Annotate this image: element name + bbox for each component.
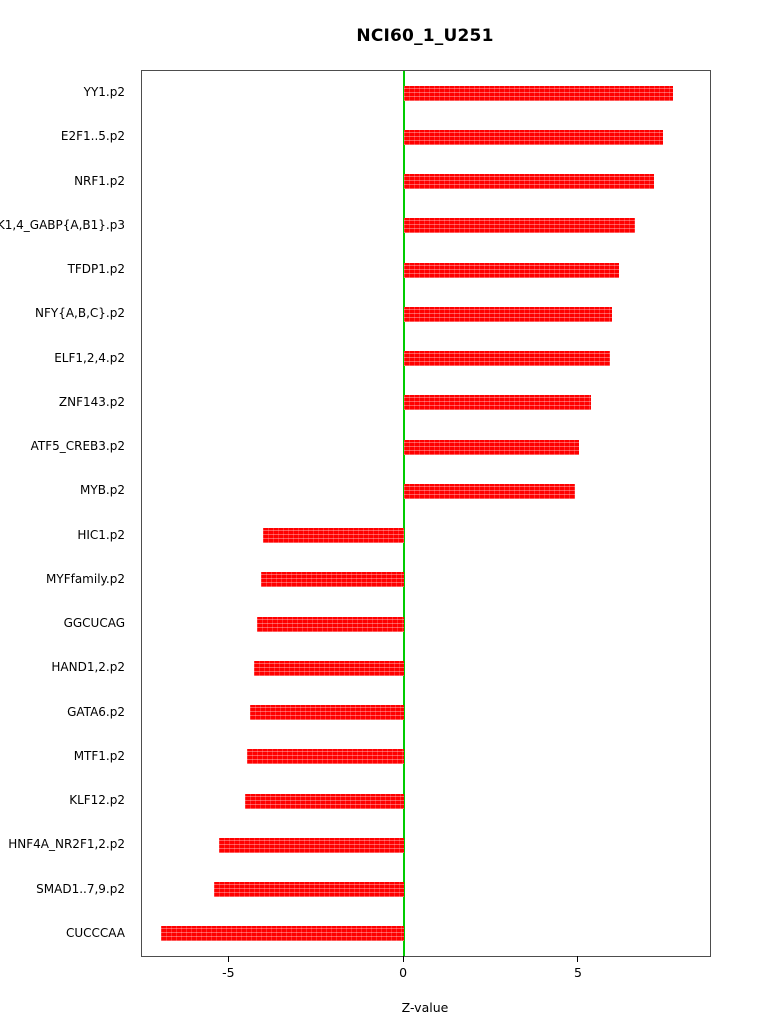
category-label: ZNF143.p2 — [58, 394, 125, 409]
bar — [404, 262, 620, 278]
category-label: HAND1,2.p2 — [51, 660, 125, 675]
bar — [404, 439, 579, 455]
bar — [404, 483, 576, 499]
category-label: KLF12.p2 — [69, 793, 125, 808]
x-tick — [227, 956, 229, 962]
category-label: HNF4A_NR2F1,2.p2 — [8, 837, 125, 852]
y-axis-labels: YY1.p2 E2F1..5.p2 NRF1.p2 ELK1,4_GABP{A,B1}… — [0, 70, 133, 955]
category-label: GATA6.p2 — [67, 704, 125, 719]
category-label: CUCCCAA — [65, 925, 125, 940]
category-label: E2F1..5.p2 — [60, 129, 125, 144]
category-label: TFDP1.p2 — [67, 262, 125, 277]
bar — [404, 218, 635, 234]
bar — [213, 882, 405, 898]
bar — [245, 793, 405, 809]
zero-line — [403, 71, 406, 956]
category-label: SMAD1..7,9.p2 — [36, 881, 125, 896]
category-label: MYFfamily.p2 — [46, 571, 125, 586]
bar — [161, 926, 405, 942]
category-label: YY1.p2 — [83, 85, 125, 100]
bar — [404, 351, 611, 367]
category-label: NRF1.p2 — [74, 173, 125, 188]
plot-area — [141, 70, 711, 957]
bar — [250, 705, 405, 721]
category-label: GGCUCAG — [63, 616, 125, 631]
bar — [404, 306, 613, 322]
bar — [404, 395, 592, 411]
chart-title: NCI60_1_U251 — [356, 26, 494, 46]
category-label: NFY{A,B,C}.p2 — [35, 306, 125, 321]
x-tick-label: -5 — [222, 965, 235, 980]
bar — [404, 174, 655, 190]
category-label: HIC1.p2 — [77, 527, 125, 542]
bar — [218, 837, 405, 853]
bar — [404, 85, 674, 101]
x-tick — [402, 956, 404, 962]
category-label: ELF1,2,4.p2 — [54, 350, 125, 365]
category-label: ATF5_CREB3.p2 — [30, 439, 125, 454]
bar — [260, 572, 405, 588]
bar — [257, 616, 405, 632]
x-tick — [577, 956, 579, 962]
category-label: MYB.p2 — [80, 483, 125, 498]
bar — [262, 528, 405, 544]
x-tick-label: 5 — [573, 965, 582, 980]
bar — [246, 749, 405, 765]
bar — [253, 660, 405, 676]
x-axis-label: Z-value — [401, 1000, 449, 1015]
category-label: ELK1,4_GABP{A,B1}.p3 — [0, 217, 125, 232]
x-axis: -5 0 5 — [141, 956, 709, 1000]
x-tick-label: 0 — [399, 965, 408, 980]
category-label: MTF1.p2 — [73, 748, 125, 763]
bar — [404, 129, 663, 145]
